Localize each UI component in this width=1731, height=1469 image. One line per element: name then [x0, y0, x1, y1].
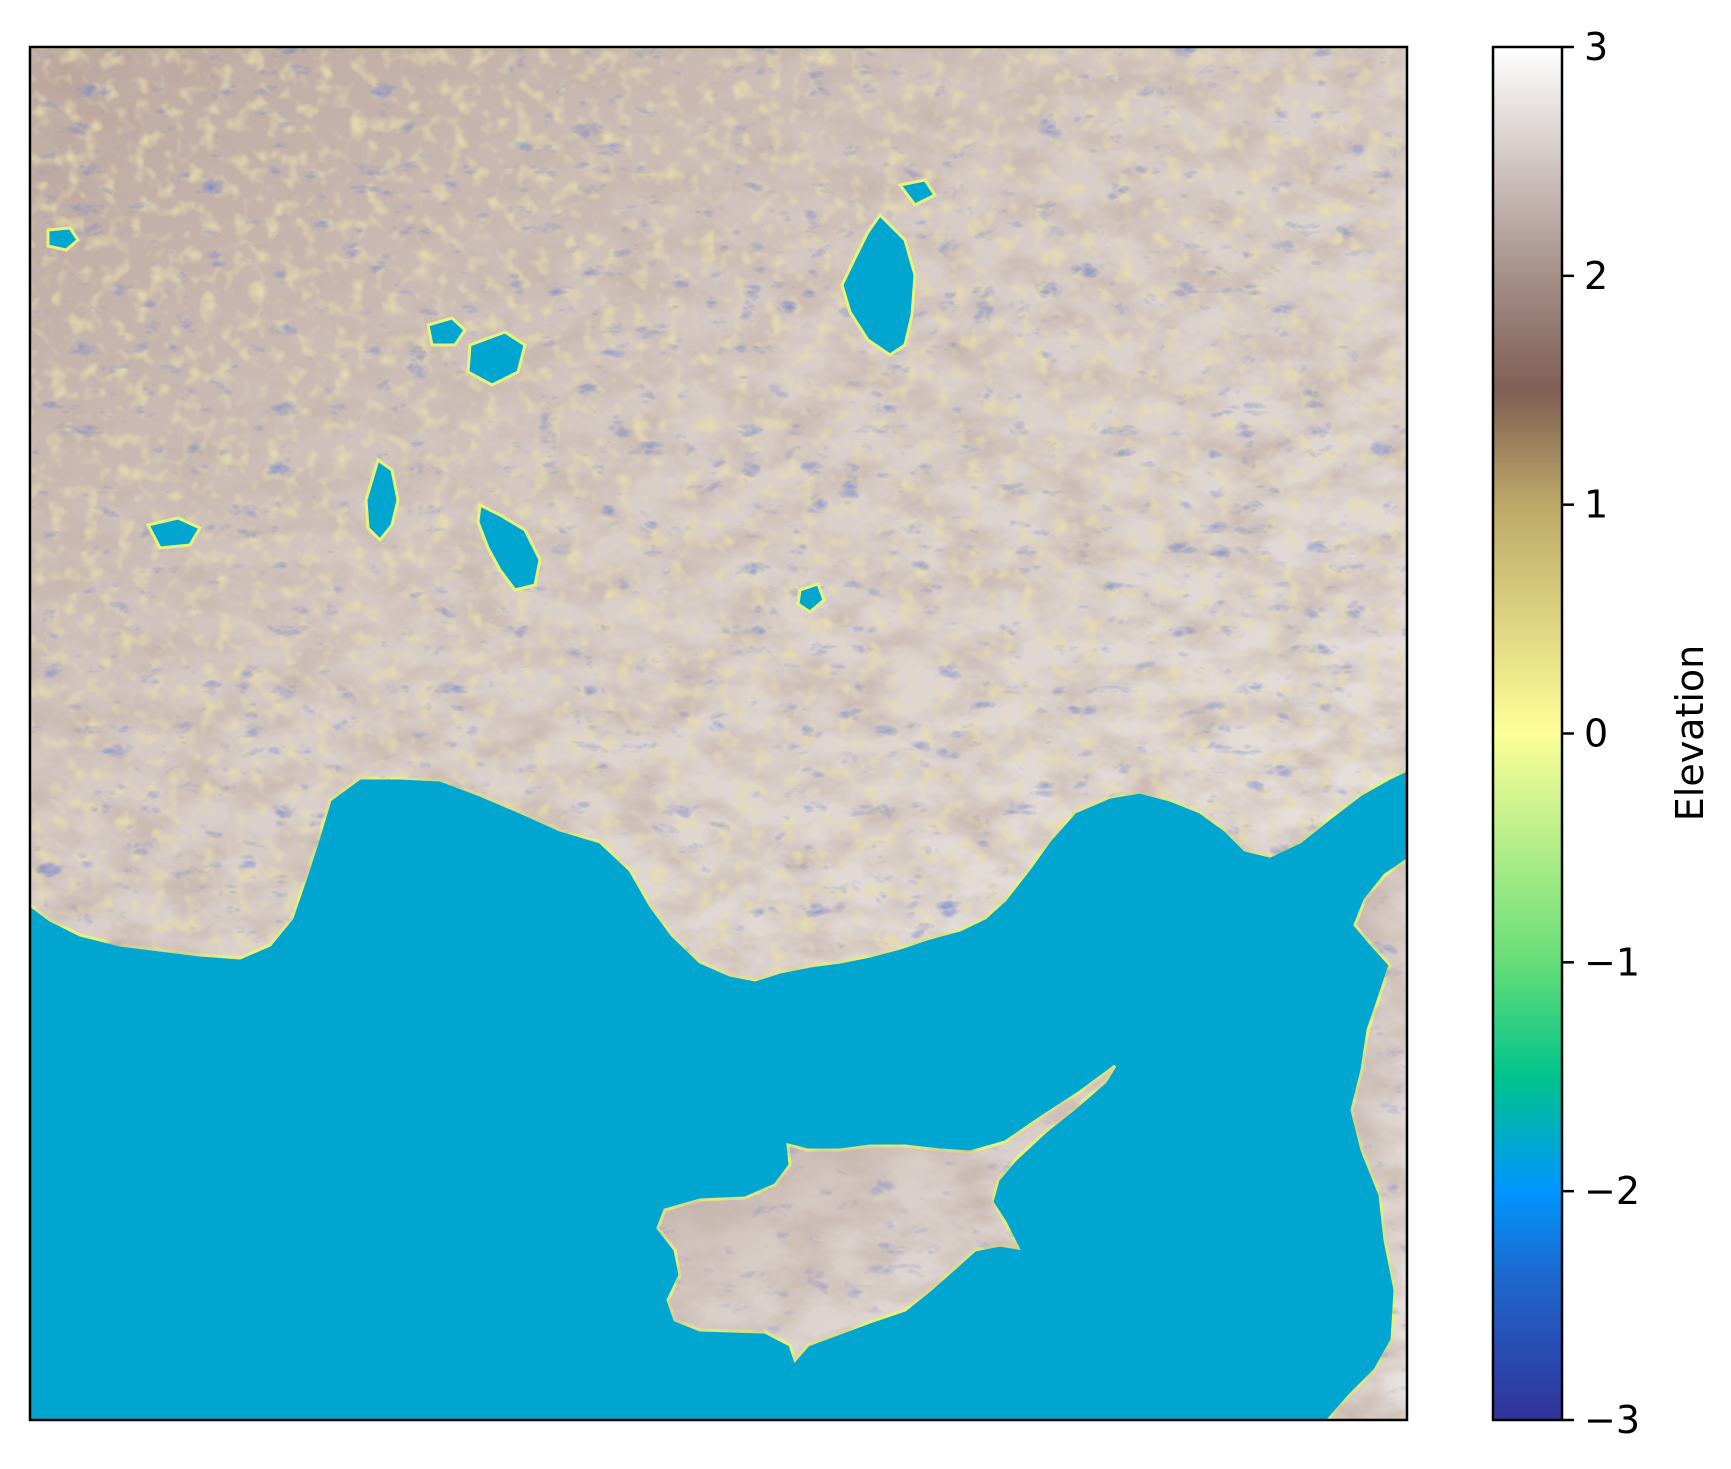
colorbar: 3 2 1 0 −1 −2 −3 Elevation [1491, 25, 1712, 1442]
colorbar-tick-label: 1 [1584, 483, 1608, 527]
lake-aksehir [466, 330, 527, 387]
colorbar-label: Elevation [1668, 645, 1712, 822]
lake-egirdir [364, 457, 400, 543]
colorbar-tick-label: −2 [1584, 1169, 1640, 1213]
lake-eber [426, 316, 467, 347]
colorbar-gradient [1491, 45, 1564, 1422]
colorbar-tick-label: −3 [1584, 1398, 1640, 1442]
map-frame [28, 45, 1409, 1422]
lake-beysehir [476, 502, 542, 592]
colorbar-tick-label: −1 [1584, 940, 1640, 984]
lake-central [796, 582, 826, 614]
lake-tuz [840, 212, 917, 357]
colorbar-ticks: 3 2 1 0 −1 −2 −3 [1562, 25, 1640, 1442]
lake-burdur [145, 516, 203, 550]
land-mainland [30, 47, 1407, 982]
colorbar-tick-label: 3 [1584, 25, 1608, 69]
lake-acigol [46, 226, 80, 252]
lakes [46, 178, 938, 614]
map-axes [30, 47, 1407, 1420]
colorbar-tick-label: 0 [1584, 712, 1608, 756]
land-levant [1326, 858, 1407, 1420]
lake-northeast [897, 178, 938, 207]
land-cyprus [656, 1064, 1117, 1363]
colorbar-tick-label: 2 [1584, 254, 1608, 298]
